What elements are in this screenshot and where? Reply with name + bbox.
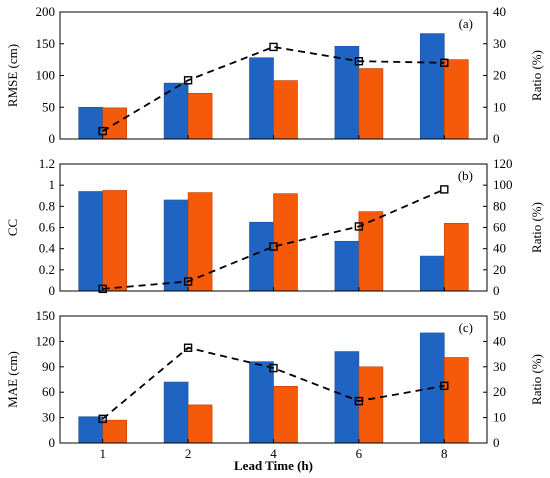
y2-tick-label: 80 — [493, 198, 506, 213]
bar-orange-1 — [102, 419, 127, 444]
bar-orange-8 — [443, 357, 469, 444]
bar-orange-2 — [187, 92, 213, 140]
x-axis-label: Lead Time (h) — [234, 458, 313, 473]
y2-tick-label: 40 — [493, 333, 506, 348]
y-tick-label: 1 — [49, 177, 56, 192]
bar-orange-8 — [443, 59, 469, 140]
y-tick-label: 0.2 — [39, 262, 55, 277]
y2-tick-label: 60 — [493, 220, 506, 235]
y2-tick-label: 0 — [493, 283, 500, 298]
y-tick-label: 0 — [49, 131, 56, 146]
ratio-marker-2 — [183, 343, 193, 352]
bar-blue-2 — [163, 199, 189, 292]
y-tick-label: 0.4 — [39, 241, 56, 256]
panel-tag: (c) — [459, 320, 473, 335]
y2-tick-label: 30 — [493, 36, 506, 51]
y-tick-label: 1.2 — [39, 156, 55, 171]
y2-tick-label: 100 — [493, 177, 513, 192]
ratio-marker-1 — [98, 126, 107, 136]
ratio-marker-2 — [183, 76, 193, 85]
y2-tick-label: 40 — [493, 4, 506, 19]
bar-orange-1 — [102, 190, 127, 292]
y2-tick-label: 0 — [493, 131, 500, 146]
bar-blue-4 — [249, 361, 274, 444]
y2-tick-label: 20 — [493, 384, 506, 399]
ratio-marker-1 — [98, 284, 107, 294]
y-tick-label: 0.8 — [39, 198, 55, 213]
ratio-marker-8 — [440, 58, 449, 67]
panel-1: 0 50 100 150 200 0 10 20 30 40 (a) RMSE (cm) Ratio (… — [5, 4, 544, 146]
ratio-marker-6 — [354, 396, 364, 406]
x-tick-label: 1 — [99, 446, 106, 461]
y-axis-label: CC — [5, 219, 20, 236]
y-tick-label: 150 — [36, 36, 56, 51]
ratio-marker-6 — [354, 222, 364, 231]
ratio-marker-4 — [269, 42, 278, 52]
y-tick-label: 30 — [42, 410, 55, 425]
y2-axis-label: Ratio (%) — [529, 354, 544, 405]
bar-blue-8 — [419, 33, 445, 140]
y-tick-label: 90 — [42, 359, 55, 374]
bar-orange-8 — [443, 222, 469, 292]
y-tick-label: 200 — [36, 4, 56, 19]
ratio-marker-6 — [354, 57, 364, 66]
y-axis-label: MAE (cm) — [5, 351, 20, 408]
y-tick-label: 60 — [42, 384, 55, 399]
bar-orange-2 — [187, 192, 213, 292]
bar-orange-4 — [273, 385, 298, 444]
bar-blue-4 — [249, 57, 274, 140]
ratio-line — [102, 45, 445, 132]
ratio-marker-8 — [440, 185, 449, 194]
ratio-marker-8 — [440, 381, 449, 391]
y2-tick-label: 0 — [493, 435, 500, 450]
ratio-marker-2 — [183, 277, 193, 286]
panel-2: 0 0.2 0.4 0.6 0.8 1 1.2 0 20 40 60 80 100 120 (b) CC Rat… — [5, 156, 544, 298]
y-tick-label: 50 — [42, 99, 55, 114]
y2-tick-label: 10 — [493, 410, 506, 425]
y-tick-label: 0.6 — [39, 220, 56, 235]
x-tick-label: 6 — [356, 446, 363, 461]
x-tick-label: 2 — [185, 446, 192, 461]
bar-blue-2 — [163, 381, 189, 444]
y-tick-label: 0 — [49, 435, 56, 450]
y2-tick-label: 120 — [493, 156, 513, 171]
y-axis-label: RMSE (cm) — [5, 44, 20, 107]
y-tick-label: 100 — [36, 68, 56, 83]
ratio-marker-1 — [98, 414, 107, 424]
ratio-marker-4 — [269, 363, 278, 373]
bar-blue-8 — [419, 255, 445, 292]
y-tick-label: 150 — [36, 308, 56, 323]
ratio-marker-4 — [269, 242, 278, 251]
y2-tick-label: 50 — [493, 308, 506, 323]
y2-axis-label: Ratio (%) — [529, 202, 544, 253]
bar-orange-4 — [273, 80, 298, 140]
y2-tick-label: 40 — [493, 241, 506, 256]
y-tick-label: 120 — [36, 333, 56, 348]
bar-orange-2 — [187, 404, 213, 444]
ratio-line — [102, 346, 445, 420]
y-tick-label: 0 — [49, 283, 56, 298]
y2-tick-label: 10 — [493, 99, 506, 114]
y2-tick-label: 30 — [493, 359, 506, 374]
bar-blue-1 — [78, 191, 103, 292]
y2-tick-label: 20 — [493, 262, 506, 277]
bar-blue-4 — [249, 221, 274, 292]
y2-axis-label: Ratio (%) — [529, 50, 544, 101]
bar-orange-6 — [358, 68, 384, 140]
panel-3: 0 30 60 90 120 150 0 10 20 30 40 50 1 2 4 6 8 (c) MAE (cm)… — [5, 308, 544, 473]
panel-tag: (a) — [459, 16, 473, 31]
bar-blue-6 — [334, 240, 360, 292]
x-tick-label: 4 — [270, 446, 277, 461]
x-tick-label: 8 — [441, 446, 448, 461]
panel-tag: (b) — [458, 168, 473, 183]
y2-tick-label: 20 — [493, 68, 506, 83]
